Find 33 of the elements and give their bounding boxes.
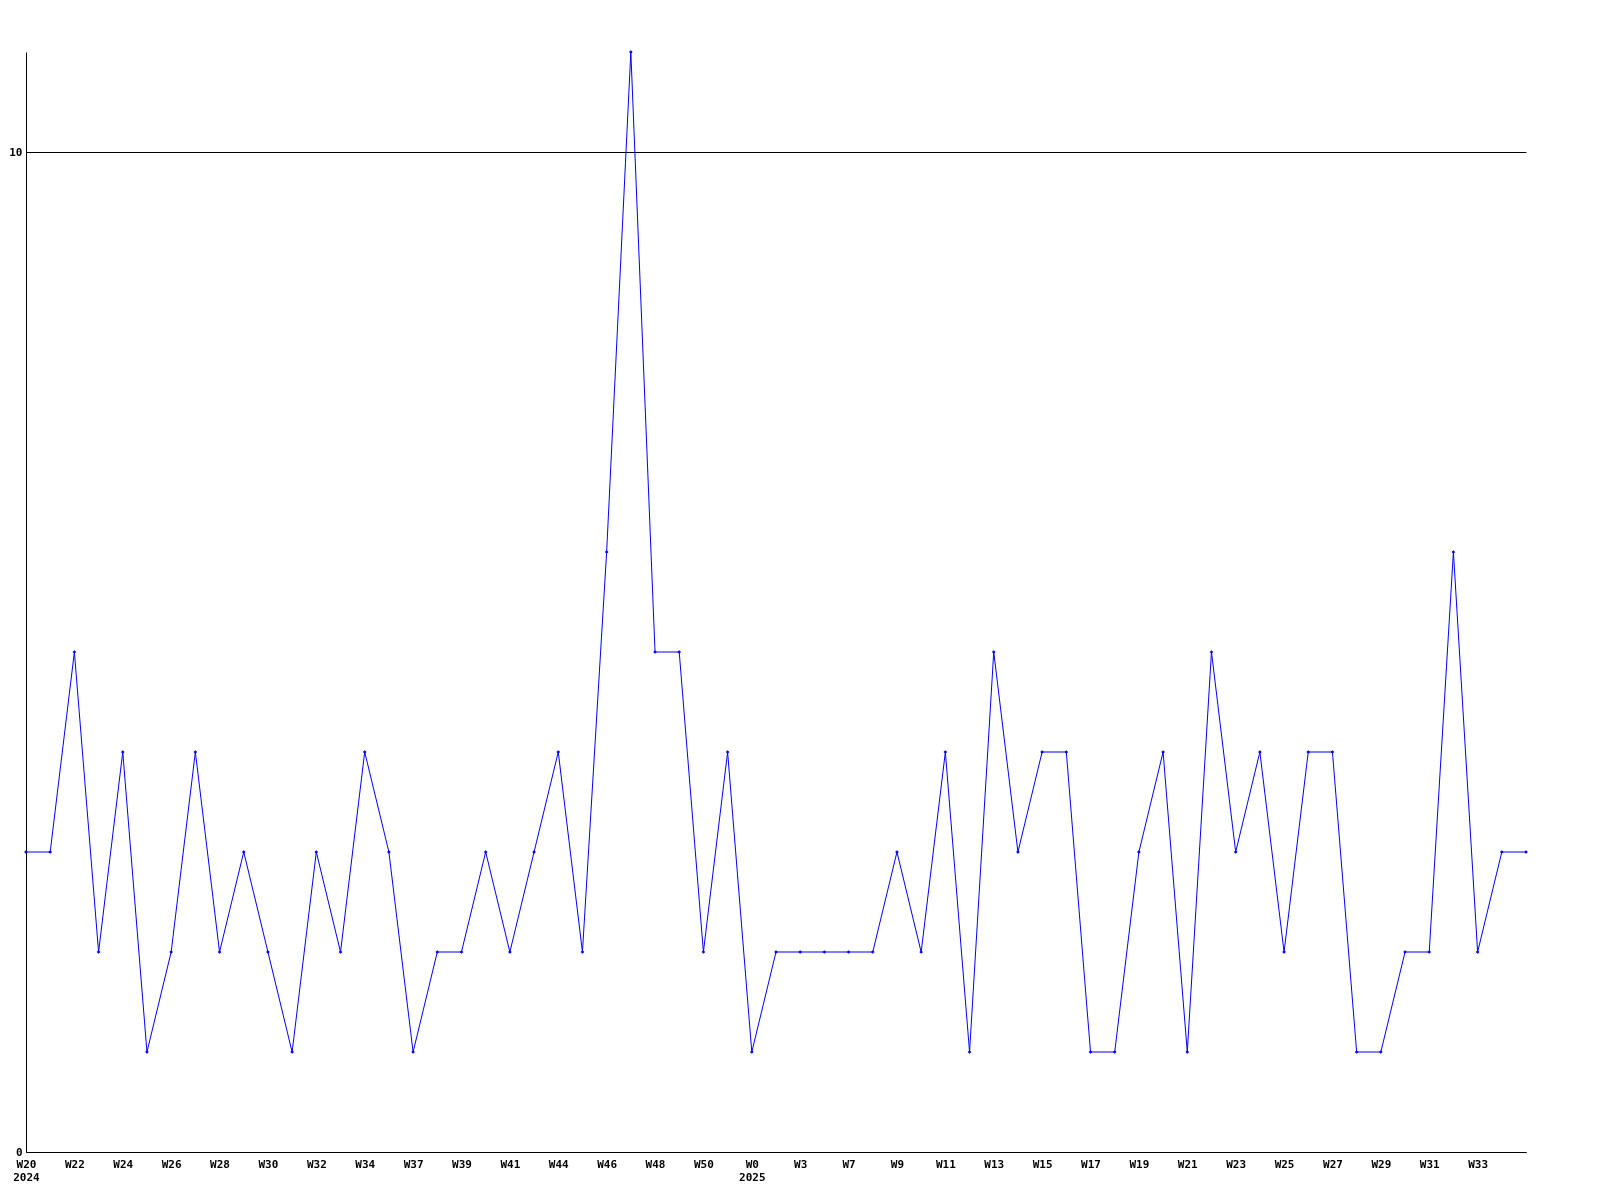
x-tick-label: W31 [1419,1157,1441,1171]
x-tick-label: W7 [842,1157,856,1171]
x-tick-label: W29 [1371,1157,1392,1171]
x-tick-label: W50 [693,1157,714,1171]
x-tick-label: W37 [403,1157,424,1171]
x-tick-label: W46 [597,1157,618,1171]
x-tick-label: W41 [500,1157,521,1171]
x-tick-label: W13 [984,1157,1005,1171]
x-tick-label: W32 [306,1157,327,1171]
y-tick-label: 10 [9,145,23,159]
x-tick-label: W9 [890,1157,905,1171]
x-tick-label: W48 [645,1157,666,1171]
x-tick-label: W17 [1081,1157,1101,1171]
x-tick-label: W30 [258,1157,279,1171]
x-tick-label: W20 2024 [13,1157,41,1184]
x-tick-label: W33 [1468,1157,1489,1171]
x-tick-label: W22 [64,1157,85,1171]
x-tick-label: W26 [161,1157,182,1171]
x-tick-label: W0 2025 [739,1157,766,1184]
x-tick-label: W27 [1323,1157,1343,1171]
x-tick-label: W23 [1226,1157,1247,1171]
x-tick-label: W11 [935,1157,957,1171]
x-tick-label: W34 [355,1157,376,1171]
x-tick-label: W3 [794,1157,808,1171]
x-tick-label: W24 [113,1157,134,1171]
x-tick-label: W19 [1129,1157,1150,1171]
x-tick-label: W28 [210,1157,230,1171]
x-tick-label: W44 [548,1157,570,1171]
y-tick-label: 0 [15,1145,23,1159]
x-tick-label: W21 [1177,1157,1199,1171]
x-tick-label: W25 [1274,1157,1295,1171]
x-tick-label: W39 [452,1157,472,1171]
x-tick-label: W15 [1032,1157,1053,1171]
